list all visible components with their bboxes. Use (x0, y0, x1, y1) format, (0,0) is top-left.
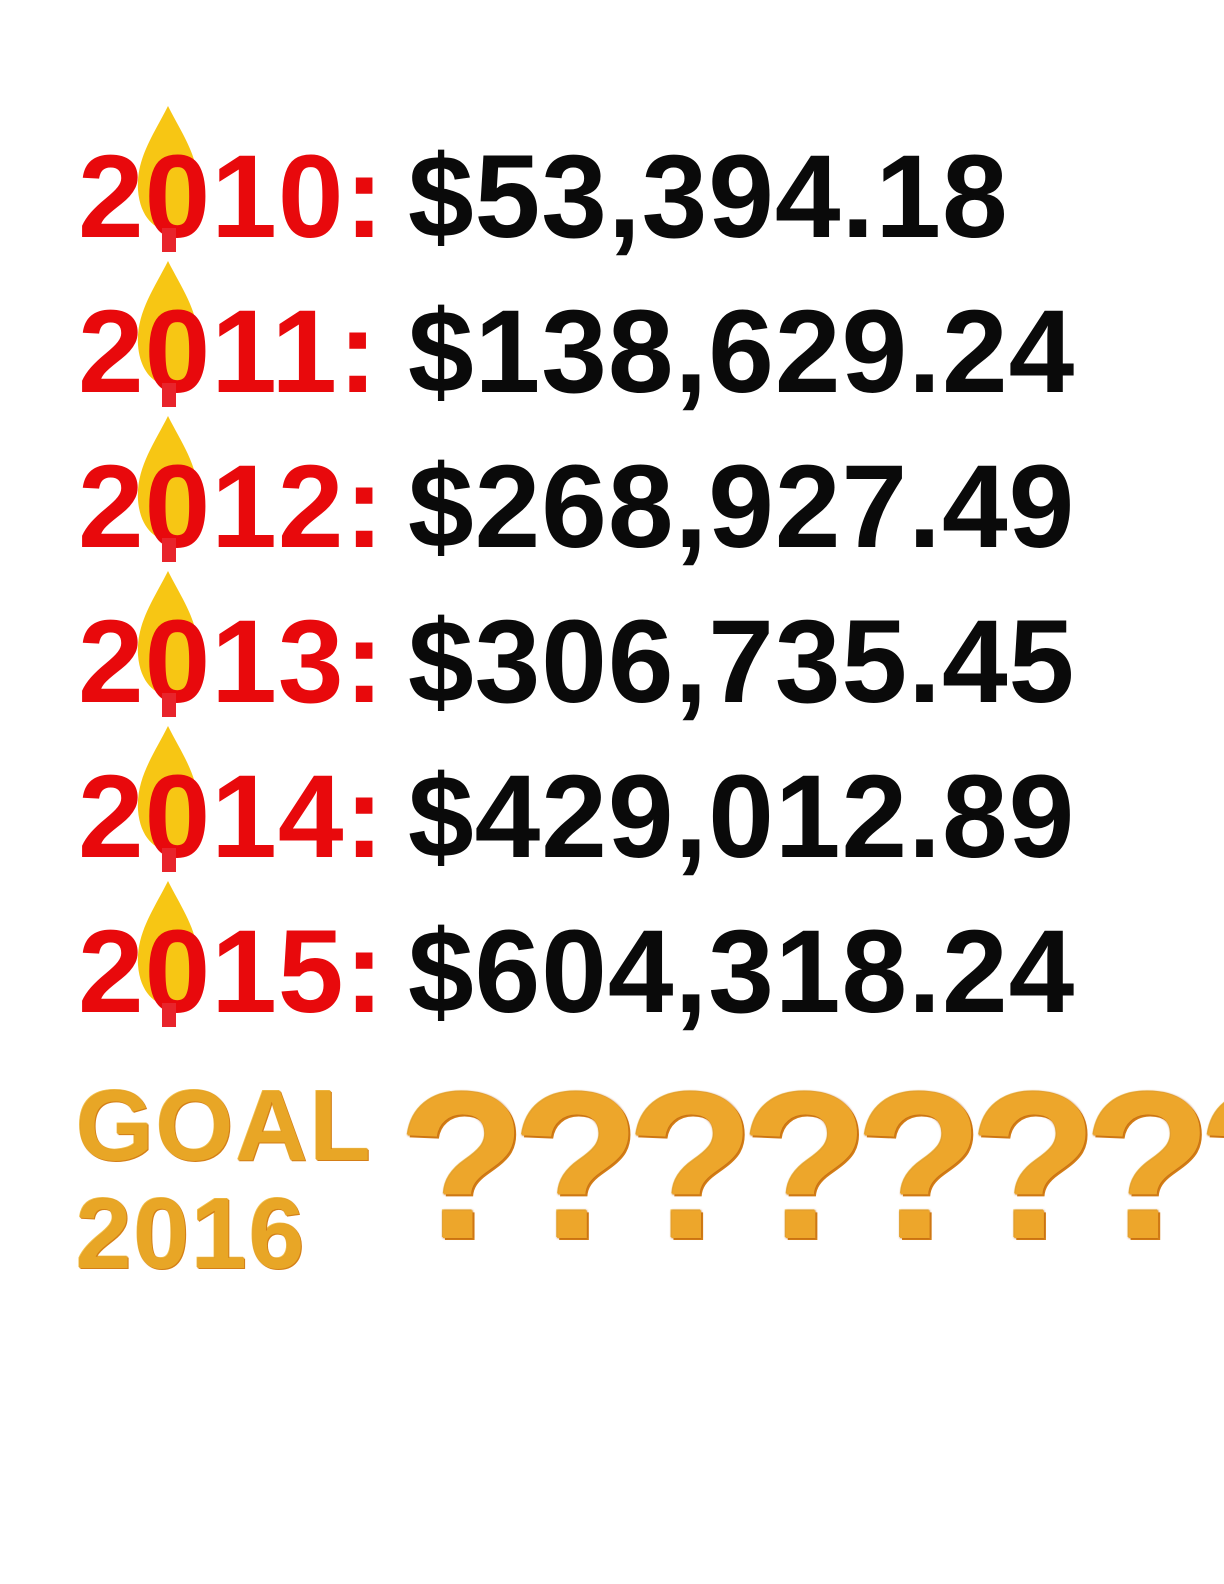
candle-wick (162, 693, 176, 717)
amount-value: $268,927.49 (408, 441, 1076, 573)
goal-label: GOAL (76, 1070, 373, 1182)
candle-wick (162, 228, 176, 252)
yearly-totals-list: 2010: $53,394.18 2011: $138,629.24 2012:… (78, 106, 1168, 1050)
year-label: 2015: (78, 906, 385, 1038)
candle-wick (162, 1003, 176, 1027)
candle-flame-icon (137, 726, 199, 850)
year-row-2011: 2011: $138,629.24 (78, 261, 1168, 430)
year-label: 2013: (78, 596, 385, 728)
amount-value: $306,735.45 (408, 596, 1076, 728)
unknown-amount-question-marks: ????????? (398, 1048, 1224, 1283)
amount-value: $604,318.24 (408, 906, 1076, 1038)
year-label: 2012: (78, 441, 385, 573)
year-label: 2014: (78, 751, 385, 883)
year-row-2014: 2014: $429,012.89 (78, 726, 1168, 895)
year-row-2013: 2013: $306,735.45 (78, 571, 1168, 740)
candle-wick (162, 848, 176, 872)
amount-value: $53,394.18 (408, 131, 1009, 263)
year-row-2012: 2012: $268,927.49 (78, 416, 1168, 585)
year-label: 2010: (78, 131, 385, 263)
candle-flame-icon (137, 571, 199, 695)
goal-year-label: 2016 (76, 1178, 307, 1290)
candle-flame-icon (137, 261, 199, 385)
candle-flame-icon (137, 416, 199, 540)
candle-flame-icon (137, 881, 199, 1005)
year-row-2015: 2015: $604,318.24 (78, 881, 1168, 1050)
goal-2016-section: GOAL 2016 ????????? (76, 1061, 1224, 1296)
amount-value: $138,629.24 (408, 286, 1076, 418)
year-label: 2011: (78, 286, 379, 418)
candle-flame-icon (137, 106, 199, 230)
amount-value: $429,012.89 (408, 751, 1076, 883)
candle-wick (162, 383, 176, 407)
candle-wick (162, 538, 176, 562)
year-row-2010: 2010: $53,394.18 (78, 106, 1168, 275)
